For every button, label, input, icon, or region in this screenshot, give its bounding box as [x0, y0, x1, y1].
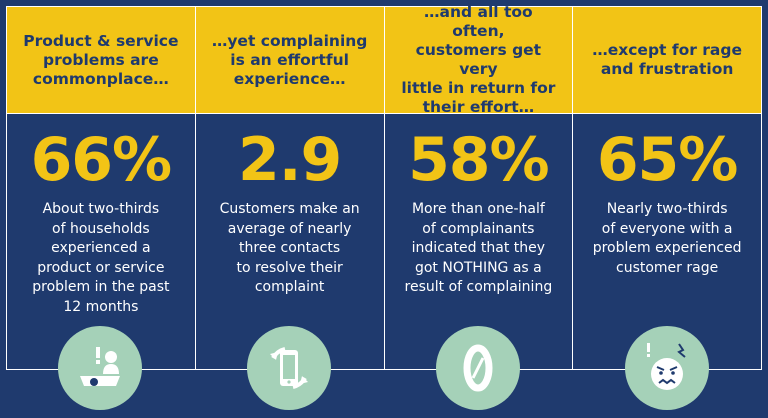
- panel-header: …and all too often, customers get very l…: [384, 3, 573, 116]
- phone-refresh-icon: [247, 326, 331, 410]
- panel-body: 66% About two-thirds of households exper…: [7, 114, 195, 369]
- infographic-panels: Product & service problems are commonpla…: [6, 3, 762, 370]
- stat-value: 58%: [408, 125, 550, 195]
- panel-rage: …except for rage and frustration 65% Nea…: [573, 7, 761, 369]
- stat-description: Nearly two-thirds of everyone with a pro…: [592, 201, 742, 276]
- zero-icon: [436, 326, 520, 410]
- stat-description: About two-thirds of households experienc…: [32, 201, 170, 315]
- person-at-desk-alert-icon: [58, 326, 142, 410]
- stat-description: Customers make an average of nearly thre…: [219, 201, 360, 295]
- panel-header: …except for rage and frustration: [573, 7, 761, 114]
- panel-header: Product & service problems are commonpla…: [7, 7, 195, 114]
- panel-problems: Product & service problems are commonpla…: [7, 7, 196, 369]
- panel-header: …yet complaining is an effortful experie…: [195, 7, 384, 114]
- panel-effort: …yet complaining is an effortful experie…: [195, 7, 385, 369]
- angry-face-icon: [625, 326, 709, 410]
- stat-value: 2.9: [237, 125, 342, 195]
- stat-value: 65%: [596, 125, 739, 195]
- stat-description: More than one-half of complainants indic…: [404, 201, 553, 295]
- panel-little-return: …and all too often, customers get very l…: [384, 3, 574, 369]
- stat-value: 66%: [30, 125, 173, 195]
